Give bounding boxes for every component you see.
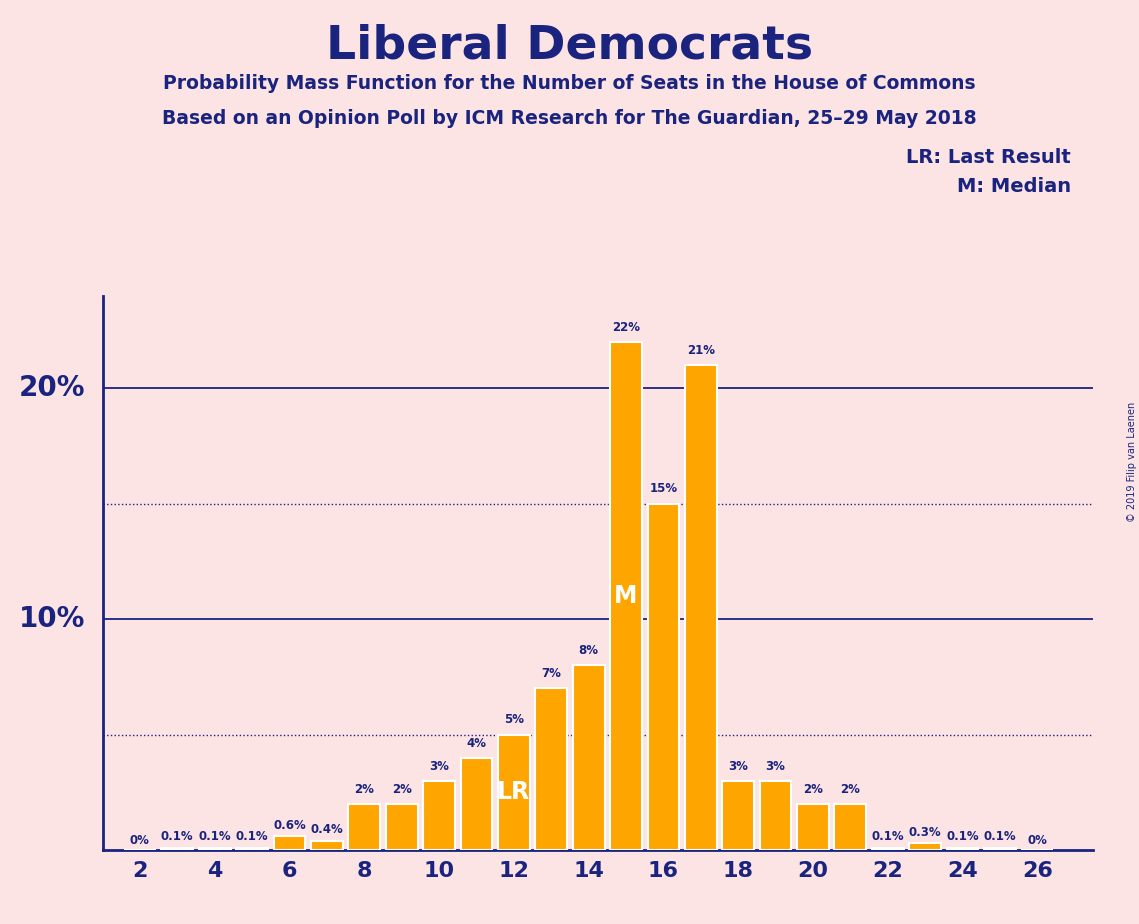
Text: © 2019 Filip van Laenen: © 2019 Filip van Laenen	[1126, 402, 1137, 522]
Bar	[386, 804, 418, 850]
Text: 7%: 7%	[541, 667, 562, 680]
Bar	[685, 365, 716, 850]
Text: 0.4%: 0.4%	[311, 823, 343, 836]
Bar	[797, 804, 829, 850]
Text: 0.1%: 0.1%	[871, 830, 904, 843]
Bar	[835, 804, 867, 850]
Text: 3%: 3%	[429, 760, 449, 772]
Text: 4%: 4%	[467, 736, 486, 749]
Text: Probability Mass Function for the Number of Seats in the House of Commons: Probability Mass Function for the Number…	[163, 74, 976, 93]
Text: 0.1%: 0.1%	[984, 830, 1016, 843]
Text: 2%: 2%	[392, 783, 411, 796]
Text: 10%: 10%	[19, 605, 85, 633]
Text: 2%: 2%	[354, 783, 375, 796]
Bar	[647, 504, 679, 850]
Bar	[535, 688, 567, 850]
Text: 3%: 3%	[728, 760, 748, 772]
Bar	[349, 804, 380, 850]
Bar	[236, 848, 268, 850]
Bar	[909, 843, 941, 850]
Bar	[424, 781, 454, 850]
Text: 0.3%: 0.3%	[909, 825, 942, 839]
Text: 0.1%: 0.1%	[947, 830, 978, 843]
Text: 8%: 8%	[579, 644, 599, 657]
Bar	[760, 781, 792, 850]
Text: 0.1%: 0.1%	[236, 830, 269, 843]
Bar	[871, 848, 903, 850]
Text: 2%: 2%	[841, 783, 860, 796]
Bar	[573, 665, 605, 850]
Bar	[273, 836, 305, 850]
Text: 0%: 0%	[1027, 833, 1047, 846]
Text: 2%: 2%	[803, 783, 822, 796]
Text: Liberal Democrats: Liberal Democrats	[326, 23, 813, 68]
Bar	[611, 342, 642, 850]
Text: Based on an Opinion Poll by ICM Research for The Guardian, 25–29 May 2018: Based on an Opinion Poll by ICM Research…	[162, 109, 977, 128]
Text: 0.1%: 0.1%	[161, 830, 194, 843]
Bar	[498, 735, 530, 850]
Bar	[947, 848, 978, 850]
Text: 20%: 20%	[19, 374, 85, 402]
Bar	[162, 848, 194, 850]
Text: 21%: 21%	[687, 344, 715, 357]
Bar	[199, 848, 230, 850]
Text: 0%: 0%	[130, 833, 150, 846]
Text: M: Median: M: Median	[957, 177, 1071, 197]
Text: 0.1%: 0.1%	[198, 830, 231, 843]
Bar	[984, 848, 1016, 850]
Bar	[311, 841, 343, 850]
Text: LR: Last Result: LR: Last Result	[906, 148, 1071, 167]
Text: 0.6%: 0.6%	[273, 819, 306, 832]
Text: 5%: 5%	[503, 713, 524, 726]
Bar	[460, 758, 492, 850]
Text: 22%: 22%	[612, 321, 640, 334]
Text: M: M	[614, 584, 638, 608]
Text: LR: LR	[498, 781, 531, 804]
Text: 15%: 15%	[649, 482, 678, 495]
Text: 3%: 3%	[765, 760, 786, 772]
Bar	[722, 781, 754, 850]
